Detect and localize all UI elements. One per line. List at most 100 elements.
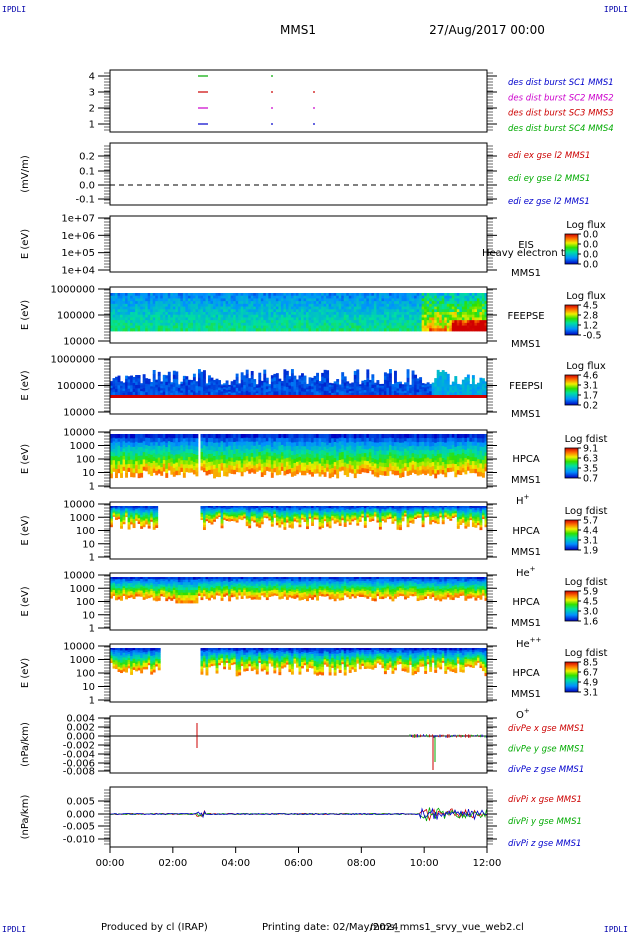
heatmap-cell [285, 312, 289, 316]
heatmap-cell [391, 465, 395, 471]
heatmap-cell [208, 325, 211, 329]
heatmap-cell [230, 388, 234, 391]
heatmap-cell [250, 460, 254, 465]
heatmap-cell [353, 298, 357, 302]
heatmap-cell [328, 395, 332, 398]
heatmap-cell [248, 453, 252, 458]
heatmap-cell [386, 384, 390, 389]
heatmap-cell [464, 461, 468, 467]
heatmap-cell [122, 298, 126, 302]
heatmap-cell [175, 298, 179, 302]
heatmap-cell [275, 309, 279, 313]
heatmap-cell [303, 434, 307, 439]
heatmap-cell [348, 314, 352, 318]
heatmap-cell [414, 445, 418, 451]
heatmap-cell [218, 312, 221, 316]
heatmap-cell [303, 328, 307, 332]
heatmap-cell [436, 309, 440, 313]
heatmap-cell [167, 448, 171, 453]
heatmap-cell [449, 467, 453, 472]
heatmap-cell [434, 442, 438, 448]
heatmap-cell [303, 301, 307, 305]
heatmap-cell [331, 328, 335, 332]
heatmap-cell [484, 298, 488, 302]
heatmap-cell [464, 453, 468, 459]
heatmap-cell [469, 385, 473, 389]
heatmap-cell [185, 325, 189, 329]
heatmap-cell [180, 314, 184, 318]
heatmap-cell [248, 320, 252, 324]
heatmap-cell [278, 303, 282, 307]
heatmap-cell [142, 466, 146, 471]
heatmap-cell [215, 459, 219, 465]
heatmap-cell [275, 314, 279, 318]
heatmap-cell [135, 378, 139, 383]
heatmap-cell [182, 434, 186, 439]
heatmap-cell [195, 312, 199, 316]
heatmap-cell [283, 298, 287, 302]
heatmap-cell [366, 468, 370, 474]
heatmap-cell [471, 378, 475, 383]
heatmap-cell [383, 379, 387, 385]
heatmap-cell [293, 434, 297, 439]
heatmap-cell [132, 328, 136, 332]
heatmap-cell [376, 293, 380, 297]
heatmap-cell [290, 312, 294, 316]
heatmap-cell [336, 447, 340, 452]
heatmap-cell [130, 306, 134, 310]
heatmap-cell [253, 389, 257, 393]
heatmap-cell [285, 295, 289, 299]
heatmap-cell [210, 469, 214, 474]
heatmap-cell [434, 303, 438, 307]
heatmap-cell [250, 295, 254, 299]
heatmap-cell [285, 374, 289, 380]
heatmap-cell [416, 386, 420, 390]
heatmap-cell [469, 317, 473, 321]
heatmap-cell [326, 467, 330, 472]
heatmap-cell [328, 382, 332, 386]
heatmap-cell [240, 301, 244, 305]
heatmap-cell [228, 391, 232, 394]
heatmap-cell [182, 309, 186, 313]
heatmap-cell [363, 320, 367, 324]
heatmap-cell [414, 298, 418, 302]
heatmap-cell [303, 450, 307, 455]
heatmap-cell [238, 325, 242, 329]
heatmap-cell [373, 395, 377, 398]
heatmap-cell [187, 328, 191, 332]
heatmap-cell [278, 295, 282, 299]
heatmap-cell [142, 293, 146, 297]
heatmap-cell [182, 375, 186, 380]
heatmap-cell [469, 465, 473, 470]
heatmap-cell [285, 449, 289, 455]
heatmap-cell [469, 391, 473, 394]
heatmap-cell [301, 322, 304, 326]
heatmap-cell [190, 309, 194, 313]
heatmap-cell [235, 391, 239, 396]
colorbar-tick-label: 0.0 [583, 250, 598, 261]
heatmap-cell [484, 328, 488, 332]
heatmap-cell [416, 328, 420, 332]
heatmap-cell [150, 392, 154, 396]
heatmap-cell [399, 312, 402, 316]
heatmap-cell [459, 386, 463, 389]
heatmap-cell [167, 387, 171, 392]
heatmap-cell [388, 437, 392, 442]
heatmap-cell [318, 322, 322, 326]
heatmap-cell [481, 301, 485, 305]
heatmap-cell [368, 382, 372, 386]
heatmap-cell [165, 381, 169, 386]
heatmap-cell [316, 437, 320, 443]
heatmap-cell [386, 303, 390, 307]
heatmap-cell [273, 380, 277, 385]
heatmap-cell [383, 372, 387, 377]
heatmap-cell [421, 387, 425, 390]
heatmap-cell [273, 437, 277, 442]
heatmap-cell [137, 381, 141, 386]
heatmap-cell [240, 446, 244, 452]
heatmap-cell [466, 381, 470, 386]
heatmap-cell [326, 395, 330, 398]
heatmap-cell [388, 309, 392, 313]
heatmap-cell [223, 301, 227, 305]
heatmap-cell [112, 293, 116, 297]
